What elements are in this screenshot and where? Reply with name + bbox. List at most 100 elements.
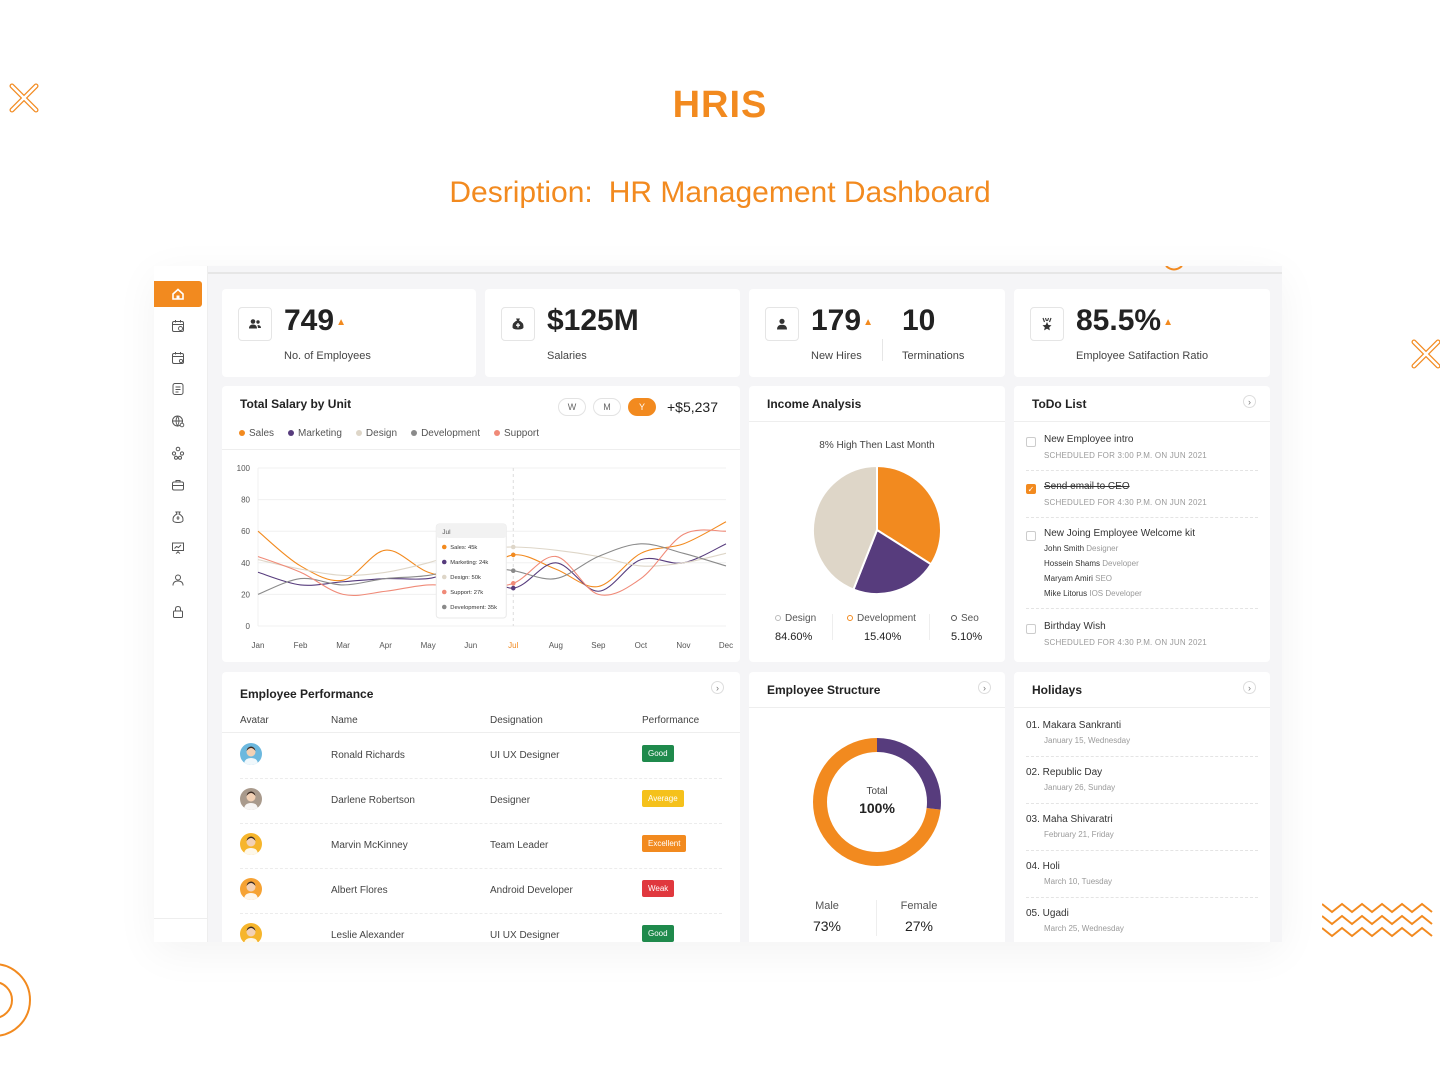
legend-item-marketing[interactable]: Marketing — [288, 428, 342, 439]
sidebar — [154, 266, 208, 942]
sidebar-item-security[interactable] — [154, 599, 202, 625]
data-point-design[interactable] — [510, 544, 516, 550]
legend-item-development[interactable]: Development — [411, 428, 480, 439]
period-year-button[interactable]: Y — [628, 398, 656, 416]
chevron-right-icon[interactable]: › — [978, 681, 991, 694]
sidebar-item-profile[interactable] — [154, 567, 202, 593]
table-row[interactable]: Darlene Robertson Designer Average — [222, 779, 740, 824]
sidebar-item-payroll[interactable] — [154, 504, 202, 530]
data-point-marketing[interactable] — [510, 585, 516, 591]
stat-card-satisfaction[interactable]: 85.5% ▲ Employee Satifaction Ratio — [1014, 289, 1270, 377]
stat-card-hires[interactable]: 179 ▲ New Hires 10 Terminations — [749, 289, 1005, 377]
performance-card: Employee Performance › Avatar Name Desig… — [222, 672, 740, 942]
income-legend-design: Design — [775, 613, 816, 624]
circle-decoration-icon — [0, 963, 31, 1037]
employees-value: 749 ▲ — [284, 304, 346, 337]
sidebar-item-global[interactable] — [154, 408, 202, 434]
table-row[interactable]: Marvin McKinney Team Leader Excellent — [222, 824, 740, 869]
sidebar-item-attendance[interactable] — [154, 313, 202, 339]
holiday-name: 01. Makara Sankranti — [1026, 720, 1122, 731]
sidebar-item-home[interactable] — [154, 281, 202, 307]
data-point-development[interactable] — [510, 568, 516, 573]
x-tick-label: Jan — [252, 641, 265, 650]
dashed-divider — [1026, 897, 1258, 898]
holiday-date: January 26, Sunday — [1044, 783, 1116, 792]
calendar-icon — [172, 352, 184, 364]
data-point-sales[interactable] — [510, 552, 516, 558]
income-pie-chart[interactable] — [809, 462, 945, 598]
row-divider — [240, 913, 722, 914]
y-tick-label: 0 — [246, 622, 251, 631]
card-divider — [1014, 707, 1270, 708]
sidebar-item-organization[interactable] — [154, 440, 202, 466]
pie-slice-seo[interactable] — [852, 528, 933, 595]
todo-checkbox[interactable] — [1026, 437, 1036, 447]
todo-item-schedule: SCHEDULED FOR 3:00 P.M. ON JUN 2021 — [1044, 451, 1207, 460]
income-analysis-card: Income Analysis 8% High Then Last Month … — [749, 386, 1005, 662]
avatar[interactable] — [240, 923, 262, 942]
sidebar-item-documents[interactable] — [154, 376, 202, 402]
legend-item-sales[interactable]: Sales — [239, 428, 274, 439]
card-divider — [749, 707, 1005, 708]
sidebar-item-calendar[interactable] — [154, 345, 202, 371]
tooltip-dot — [441, 574, 447, 580]
table-row[interactable]: Leslie Alexander UI UX Designer Good — [222, 914, 740, 942]
tooltip-dot — [441, 604, 447, 610]
chart-divider — [222, 449, 740, 450]
todo-item-schedule: SCHEDULED FOR 4:30 P.M. ON JUN 2021 — [1044, 498, 1207, 507]
salaries-value: $125M — [547, 304, 639, 337]
legend-item-design[interactable]: Design — [355, 428, 397, 439]
tooltip-header — [436, 524, 507, 538]
dashed-divider — [1026, 803, 1258, 804]
avatar[interactable] — [240, 833, 262, 855]
checkmark-icon[interactable]: ✓ — [1026, 484, 1036, 494]
todo-assignee: Mike Litorus IOS Developer — [1044, 589, 1142, 598]
performance-badge: Weak — [642, 880, 675, 897]
trend-up-icon: ▲ — [336, 316, 346, 328]
chevron-right-icon[interactable]: › — [711, 681, 724, 694]
period-month-button[interactable]: M — [593, 398, 621, 416]
salaries-label: Salaries — [547, 350, 587, 362]
tooltip-box — [435, 523, 507, 619]
chevron-right-icon[interactable]: › — [1243, 395, 1256, 408]
todo-item-title: New Employee intro — [1044, 434, 1134, 445]
x-tick-label: May — [421, 641, 436, 650]
briefcase-icon — [172, 480, 184, 491]
todo-item-title: Birthday Wish — [1044, 621, 1106, 632]
todo-item-title: New Joing Employee Welcome kit — [1044, 528, 1195, 539]
table-row[interactable]: Ronald Richards UI UX Designer Good — [222, 734, 740, 779]
dashed-divider — [1026, 756, 1258, 757]
stat-card-employees[interactable]: 749 ▲ No. of Employees — [222, 289, 476, 377]
avatar[interactable] — [240, 878, 262, 900]
legend-item-support[interactable]: Support — [493, 428, 539, 439]
table-row[interactable]: Albert Flores Android Developer Weak — [222, 869, 740, 914]
income-value-design: 84.60% — [775, 631, 813, 643]
stat-divider — [882, 339, 883, 361]
stat-card-salaries[interactable]: $125M Salaries — [485, 289, 740, 377]
holiday-date: March 10, Tuesday — [1044, 877, 1113, 886]
period-week-button[interactable]: W — [558, 398, 586, 416]
data-point-support[interactable] — [510, 581, 516, 586]
donut-segment-female[interactable] — [813, 738, 941, 866]
globe-icon — [172, 415, 185, 428]
todo-checkbox[interactable] — [1026, 531, 1036, 541]
todo-assignee: Hossein Shams Developer — [1044, 559, 1139, 568]
lock-icon — [173, 605, 183, 618]
sidebar-item-jobs[interactable] — [154, 472, 202, 498]
avatar[interactable] — [240, 743, 262, 765]
y-tick-label: 80 — [241, 496, 250, 505]
trend-up-icon: ▲ — [1163, 316, 1173, 328]
structure-donut-chart[interactable] — [811, 736, 943, 868]
performance-badge: Good — [642, 925, 674, 942]
salary-line-chart[interactable]: 0 20 40 60 80 100 Jan Feb Mar Apr May Jun Jul Aug Sep O… — [222, 456, 740, 656]
money-bag-icon — [172, 511, 184, 524]
avatar[interactable] — [240, 788, 262, 810]
x-tick-label: Feb — [294, 641, 308, 650]
male-value: 73% — [812, 918, 842, 934]
chevron-right-icon[interactable]: › — [1243, 681, 1256, 694]
sidebar-item-reports[interactable] — [154, 535, 202, 561]
todo-checkbox[interactable] — [1026, 624, 1036, 634]
pie-slice-design[interactable] — [812, 464, 878, 591]
holidays-card: Holidays › 01. Makara Sankranti January 1… — [1014, 672, 1270, 942]
x-tick-label: Apr — [379, 641, 392, 650]
